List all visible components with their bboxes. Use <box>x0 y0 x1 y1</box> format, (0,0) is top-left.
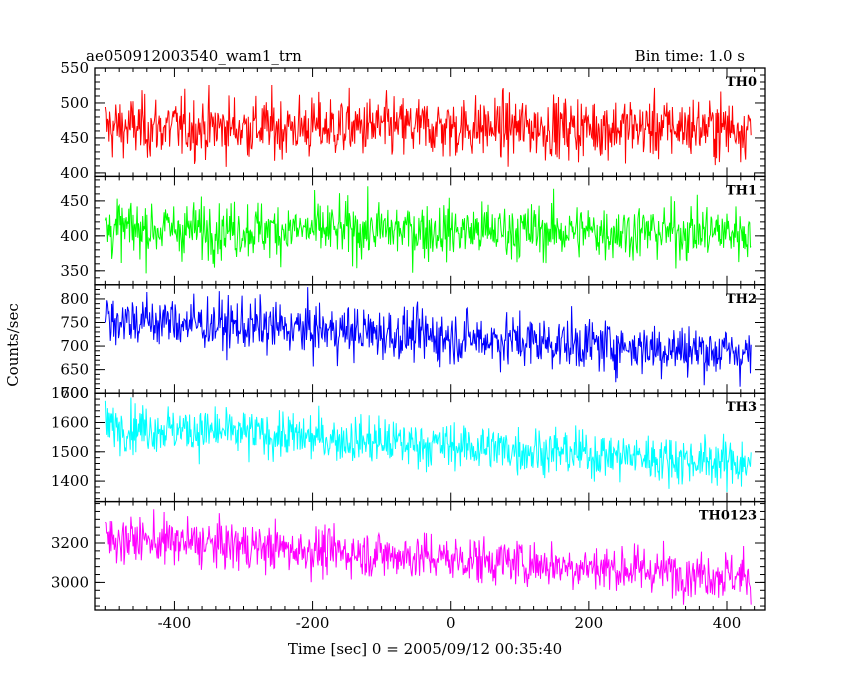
panel-label-th3: TH3 <box>726 400 757 415</box>
x-axis-label: Time [sec] 0 = 2005/09/12 00:35:40 <box>288 640 562 658</box>
y-tick-label: 450 <box>60 129 89 147</box>
y-tick-label: 1600 <box>51 413 89 431</box>
x-tick-label: 0 <box>446 614 456 632</box>
x-tick-label: 200 <box>575 614 604 632</box>
y-tick-label: 700 <box>60 337 89 355</box>
y-tick-label: 3000 <box>51 573 89 591</box>
y-tick-label: 500 <box>60 94 89 112</box>
y-tick-label: 3200 <box>51 534 89 552</box>
y-tick-label: 800 <box>60 290 89 308</box>
series-line-th2 <box>104 287 752 387</box>
y-axis-label: Counts/sec <box>4 303 22 387</box>
y-tick-label: 750 <box>60 314 89 332</box>
y-tick-label: 650 <box>60 361 89 379</box>
y-tick-label: 1500 <box>51 443 89 461</box>
y-tick-label: 450 <box>60 192 89 210</box>
panel-label-th2: TH2 <box>726 292 757 307</box>
panel-label-th1: TH1 <box>726 183 757 198</box>
panels-group: 400 450 500 550 TH0 350 400 450 TH1 600 650 700 750 8… <box>51 59 766 632</box>
y-tick-label: 1700 <box>51 384 89 402</box>
x-tick-label: 400 <box>713 614 742 632</box>
series-line-th0 <box>104 84 752 167</box>
panel-frame-th0123 <box>94 500 766 611</box>
y-tick-label: 550 <box>60 59 89 77</box>
y-tick-label: 1400 <box>51 472 89 490</box>
y-tick-label: 400 <box>60 164 89 182</box>
series-line-th1 <box>104 186 752 274</box>
x-tick-label: -200 <box>296 614 330 632</box>
y-tick-label: 600 <box>60 384 89 402</box>
y-tick-label: 350 <box>60 262 89 280</box>
series-line-th3 <box>104 397 752 493</box>
panel-label-th0123: TH0123 <box>699 509 757 524</box>
series-line-th0123 <box>105 509 752 605</box>
chart-title: ae050912003540_wam1_trn <box>86 47 302 65</box>
y-tick-label: 400 <box>60 227 89 245</box>
bin-time-label: Bin time: 1.0 s <box>635 47 745 65</box>
x-tick-label: -400 <box>158 614 192 632</box>
panel-label-th0: TH0 <box>726 75 757 90</box>
